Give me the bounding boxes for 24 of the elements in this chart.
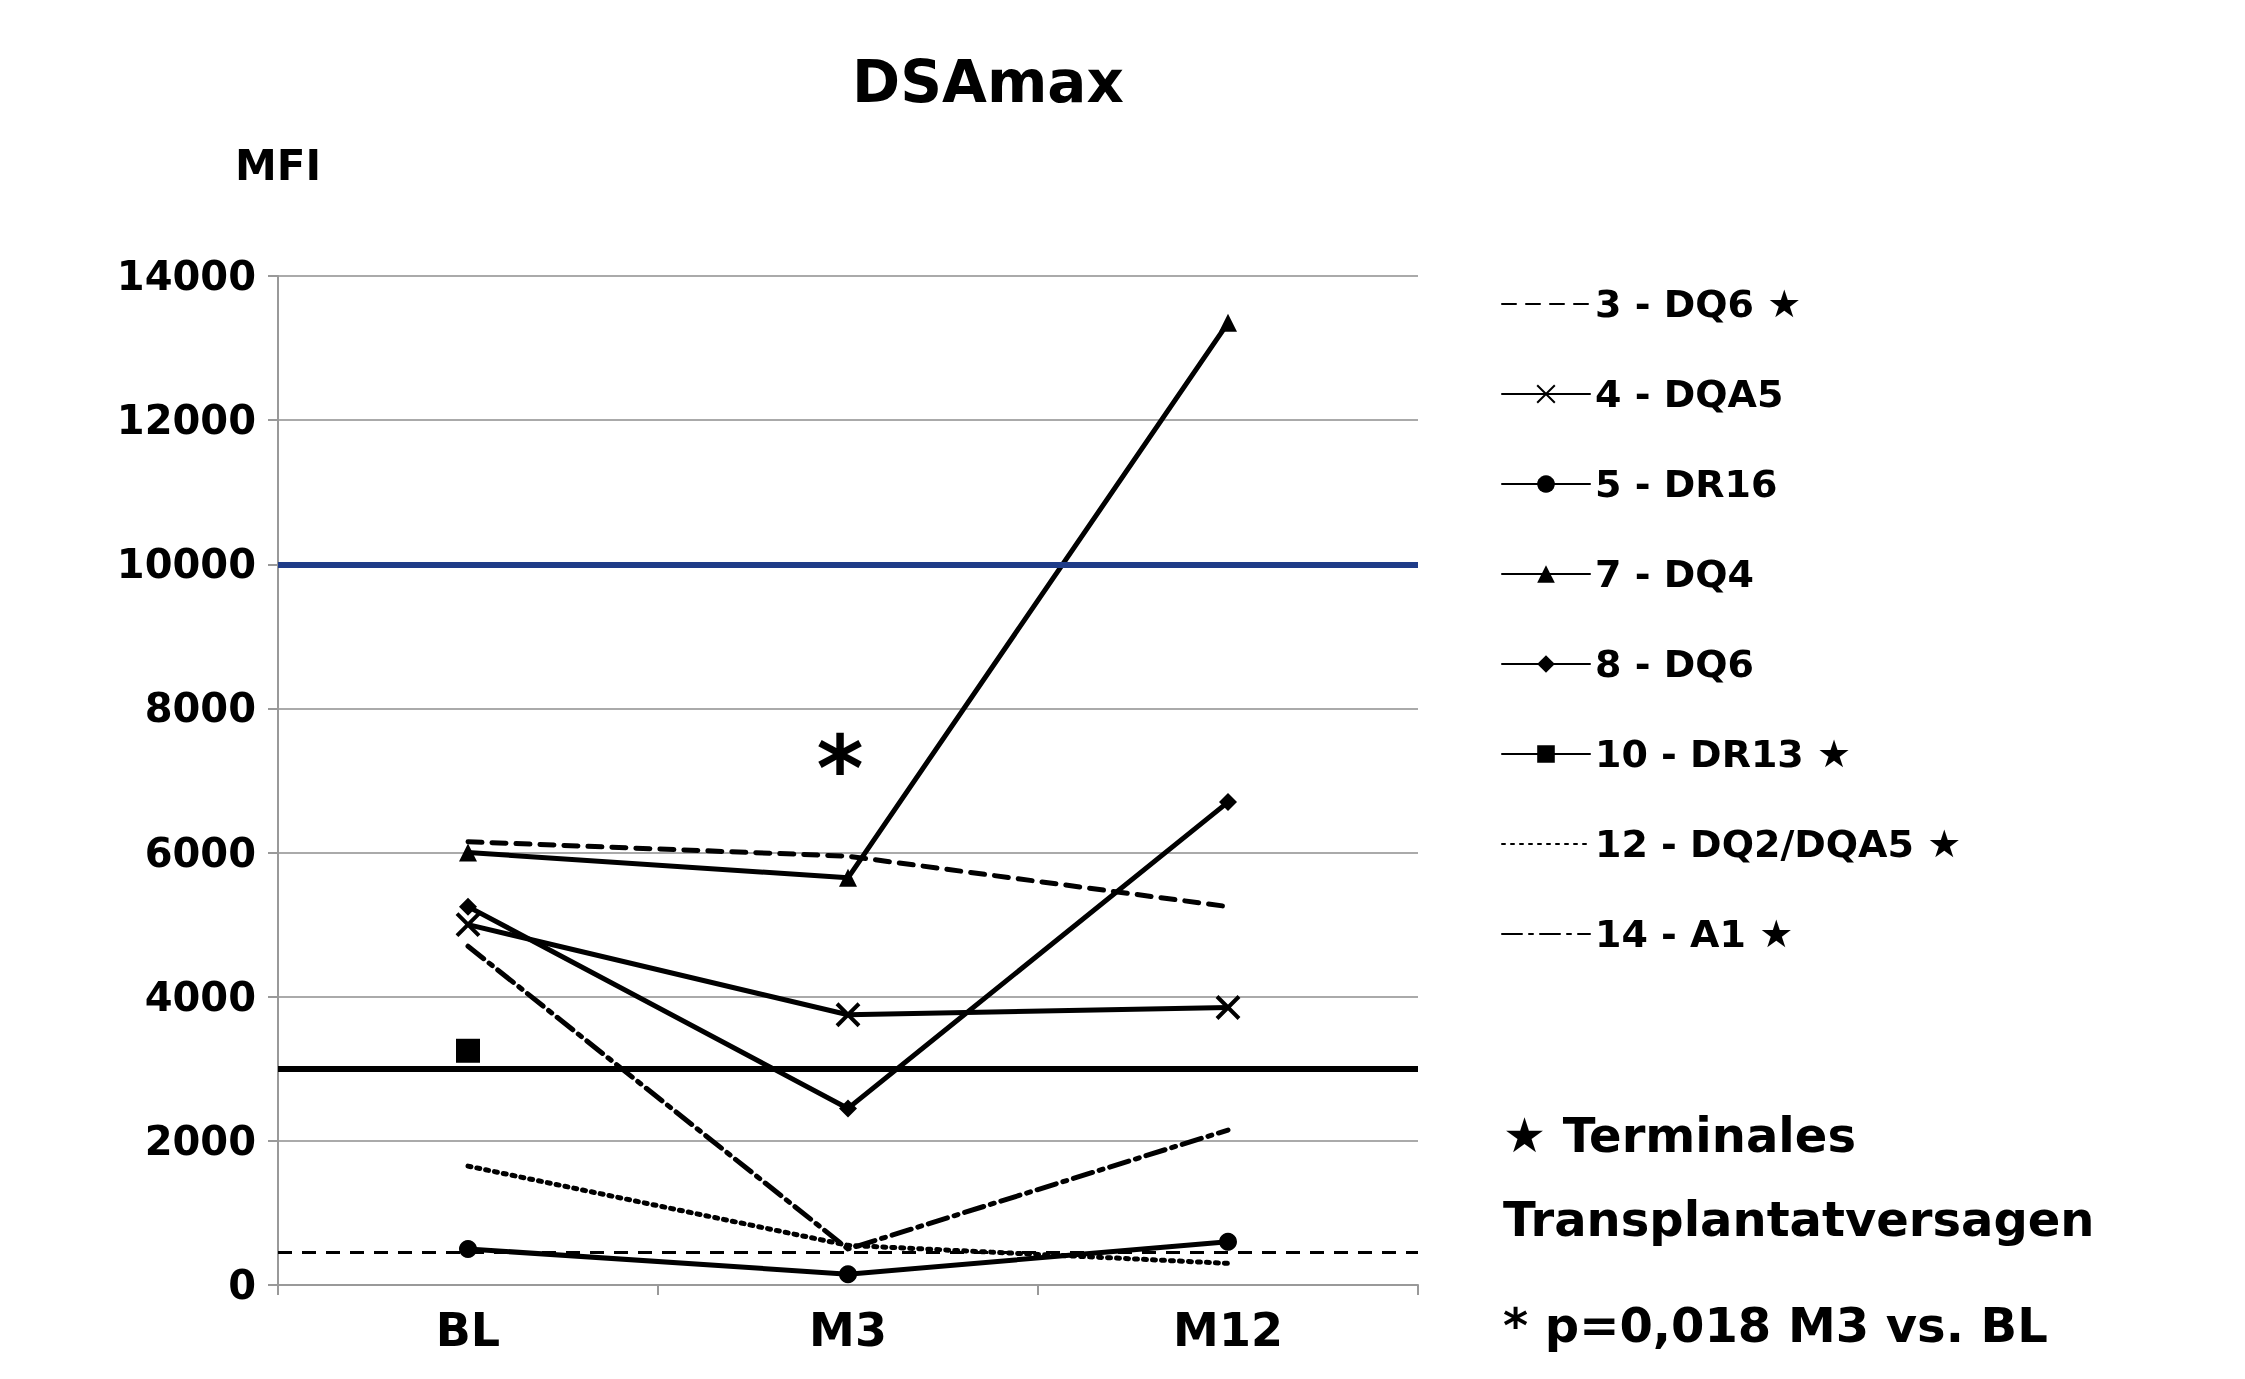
x-tick-label: M12 [1173,1303,1283,1357]
legend-label: 7 - DQ4 [1595,552,1754,596]
legend-label: 10 - DR13 ★ [1595,732,1852,776]
legend-label: 5 - DR16 [1595,462,1778,506]
legend-label: 4 - DQA5 [1595,372,1784,416]
chart-title: DSAmax [852,48,1124,116]
y-tick-label: 12000 [116,397,256,444]
x-tick-label: BL [435,1303,501,1357]
y-tick-label: 14000 [116,253,256,299]
x-tick-label: M3 [809,1303,887,1357]
y-tick-label: 6000 [144,829,256,876]
y-axis-title: MFI [234,140,322,190]
y-tick-label: 10000 [116,541,256,588]
annotation: * [816,715,864,821]
text: ★ Terminales Transplantatversagen [1503,1107,2095,1247]
y-tick-label: 8000 [144,685,256,732]
legend-label: 8 - DQ6 [1595,642,1754,686]
y-tick-label: 0 [228,1262,256,1308]
y-tick-label: 4000 [144,973,256,1020]
legend-label: 14 - A1 ★ [1595,912,1794,956]
text: * p=0,018 M3 vs. BL [1503,1297,2048,1353]
legend-label: 3 - DQ6 ★ [1595,282,1802,326]
legend-label: 12 - DQ2/DQA5 ★ [1595,822,1962,866]
y-tick-label: 2000 [144,1117,256,1164]
